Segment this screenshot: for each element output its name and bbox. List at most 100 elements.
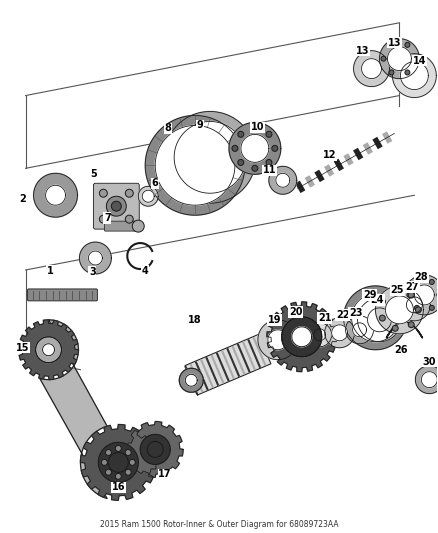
Circle shape xyxy=(108,453,128,472)
Polygon shape xyxy=(229,123,281,174)
Polygon shape xyxy=(325,318,355,348)
Polygon shape xyxy=(35,337,61,362)
Circle shape xyxy=(392,325,398,332)
Text: 25: 25 xyxy=(391,285,404,295)
Circle shape xyxy=(272,146,278,151)
Polygon shape xyxy=(406,297,422,313)
Text: 17: 17 xyxy=(159,470,172,479)
Polygon shape xyxy=(174,122,246,193)
Circle shape xyxy=(379,315,385,321)
Polygon shape xyxy=(282,317,321,357)
Polygon shape xyxy=(404,275,438,315)
Circle shape xyxy=(414,279,419,285)
Polygon shape xyxy=(267,302,337,372)
Text: 13: 13 xyxy=(356,46,369,55)
Polygon shape xyxy=(353,51,389,86)
Text: 6: 6 xyxy=(152,178,159,188)
Text: 20: 20 xyxy=(289,307,303,317)
Polygon shape xyxy=(138,186,158,206)
FancyBboxPatch shape xyxy=(104,221,136,231)
Circle shape xyxy=(405,42,410,47)
Polygon shape xyxy=(164,111,256,203)
Circle shape xyxy=(437,293,438,297)
Polygon shape xyxy=(367,308,392,332)
Polygon shape xyxy=(343,286,407,350)
Polygon shape xyxy=(352,294,399,342)
Text: 19: 19 xyxy=(268,315,282,325)
Circle shape xyxy=(232,146,238,151)
Circle shape xyxy=(125,469,131,475)
Text: 15: 15 xyxy=(16,343,29,353)
Text: 29: 29 xyxy=(363,290,376,300)
Circle shape xyxy=(111,201,121,211)
Circle shape xyxy=(381,56,386,61)
Text: 26: 26 xyxy=(395,345,408,355)
Text: 23: 23 xyxy=(349,308,362,318)
Circle shape xyxy=(389,42,394,47)
Text: 28: 28 xyxy=(414,272,428,282)
Circle shape xyxy=(389,70,394,75)
Polygon shape xyxy=(357,298,401,342)
Polygon shape xyxy=(79,242,111,274)
Circle shape xyxy=(413,56,418,61)
Circle shape xyxy=(179,368,203,392)
Polygon shape xyxy=(142,190,154,202)
Circle shape xyxy=(252,165,258,171)
Text: 16: 16 xyxy=(112,482,125,492)
Polygon shape xyxy=(332,325,348,341)
Polygon shape xyxy=(42,344,54,356)
Text: 24: 24 xyxy=(371,295,384,305)
Circle shape xyxy=(429,279,434,285)
Polygon shape xyxy=(292,327,312,347)
Circle shape xyxy=(238,159,244,165)
Polygon shape xyxy=(258,320,298,360)
Circle shape xyxy=(408,292,414,298)
Text: 1: 1 xyxy=(47,266,54,276)
Circle shape xyxy=(125,215,133,223)
Polygon shape xyxy=(375,286,424,334)
Polygon shape xyxy=(400,62,428,90)
Circle shape xyxy=(147,441,163,457)
Circle shape xyxy=(429,305,434,310)
FancyBboxPatch shape xyxy=(93,183,139,229)
Text: 11: 11 xyxy=(263,165,276,175)
Polygon shape xyxy=(35,337,61,362)
Text: 10: 10 xyxy=(251,123,265,132)
Text: 3: 3 xyxy=(89,267,96,277)
Polygon shape xyxy=(19,320,78,379)
Polygon shape xyxy=(379,39,419,78)
Circle shape xyxy=(129,459,135,465)
Circle shape xyxy=(99,189,107,197)
Text: 30: 30 xyxy=(423,357,436,367)
Polygon shape xyxy=(145,116,245,215)
Text: 14: 14 xyxy=(413,55,426,66)
Polygon shape xyxy=(414,285,434,305)
Polygon shape xyxy=(179,368,203,392)
Polygon shape xyxy=(353,323,367,337)
Text: 2015 Ram 1500 Rotor-Inner & Outer Diagram for 68089723AA: 2015 Ram 1500 Rotor-Inner & Outer Diagra… xyxy=(100,520,338,529)
Polygon shape xyxy=(361,59,381,78)
Circle shape xyxy=(115,446,121,451)
Circle shape xyxy=(415,307,421,313)
Polygon shape xyxy=(268,330,288,350)
Text: 22: 22 xyxy=(336,310,350,320)
Circle shape xyxy=(408,322,414,328)
Circle shape xyxy=(125,189,133,197)
Circle shape xyxy=(405,70,410,75)
Circle shape xyxy=(414,305,419,310)
FancyBboxPatch shape xyxy=(28,289,97,301)
Circle shape xyxy=(238,131,244,138)
Circle shape xyxy=(115,473,121,479)
Text: 5: 5 xyxy=(90,169,97,179)
Circle shape xyxy=(392,288,398,294)
Circle shape xyxy=(106,449,111,456)
Text: 27: 27 xyxy=(406,282,419,292)
Text: 9: 9 xyxy=(197,120,203,131)
Polygon shape xyxy=(346,316,374,344)
Text: 21: 21 xyxy=(318,313,332,323)
Circle shape xyxy=(132,220,144,232)
Polygon shape xyxy=(185,374,197,386)
Circle shape xyxy=(266,159,272,165)
Polygon shape xyxy=(241,134,269,163)
Polygon shape xyxy=(314,329,326,341)
